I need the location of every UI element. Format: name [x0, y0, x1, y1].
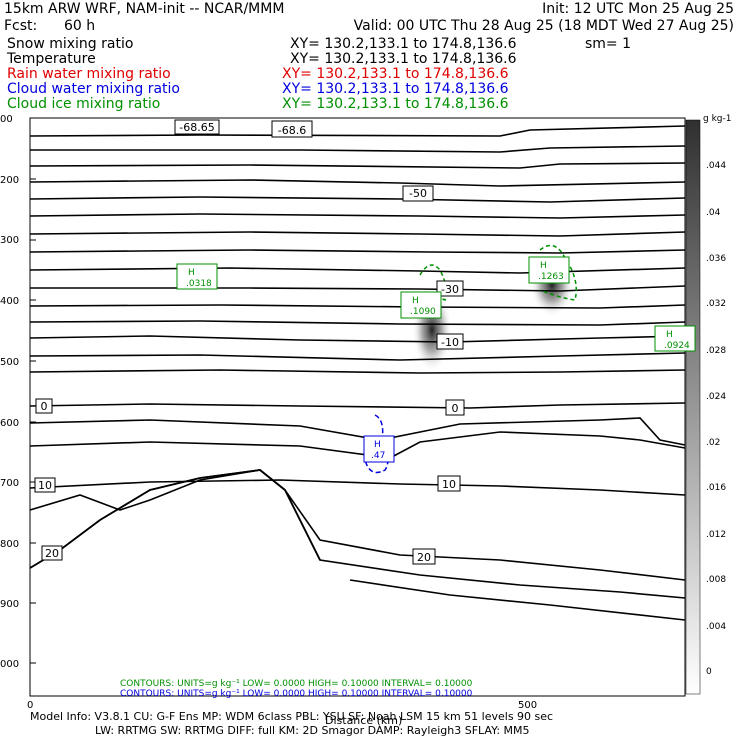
isotherm-label-box [41, 545, 63, 561]
high-value: .0318 [186, 279, 212, 289]
field-name-rain: Rain water mixing ratio [7, 66, 171, 82]
fcst-value: 60 h [64, 18, 95, 34]
isotherm-label-box [436, 333, 464, 350]
contour-info-water: CONTOURS: UNITS=g kg⁻¹ LOW= 0.0000 HIGH=… [120, 689, 473, 699]
isotherm-label: 20 [417, 551, 431, 564]
isotherm-label-box [174, 119, 220, 135]
cbar-tick: .024 [706, 392, 726, 402]
field-name-cloudwater: Cloud water mixing ratio [7, 81, 180, 97]
isotherm-label-box [437, 475, 461, 492]
model-info-line1: Model Info: V3.8.1 CU: G-F Ens MP: WDM 6… [30, 710, 553, 723]
y-tick: 200 [0, 175, 19, 186]
cbar-tick: .036 [706, 254, 726, 264]
isotherm-label-box [436, 280, 464, 297]
isotherm-label: -68.6 [278, 124, 306, 137]
init-time: Init: 12 UTC Mon 25 Aug 25 [542, 1, 734, 17]
y-tick: 500 [0, 357, 19, 368]
x-axis-label: Distance (km) [325, 714, 402, 727]
y-tick: 800 [0, 539, 19, 550]
high-value: .47 [371, 451, 385, 461]
high-box [400, 291, 442, 319]
isotherms [29, 125, 686, 621]
y-tick: 300 [0, 235, 19, 246]
y-tick: 900 [0, 599, 19, 610]
high-letter: H [540, 261, 547, 271]
cloud-ice-contour-2 [539, 244, 577, 301]
isotherm-label: 0 [452, 402, 459, 415]
y-tick: 700 [0, 478, 19, 489]
isotherm-label: 20 [45, 547, 59, 560]
isotherm-label: 0 [41, 400, 48, 413]
high-value: .1090 [410, 307, 436, 317]
y-tick: 400 [0, 296, 19, 307]
terrain-outline [29, 469, 321, 569]
cbar-tick: .016 [706, 483, 726, 493]
field-xy-temp: XY= 130.2,133.1 to 174.8,136.6 [290, 51, 517, 67]
high-box [176, 263, 218, 290]
cbar-tick: .028 [706, 346, 726, 356]
high-box [528, 256, 570, 284]
y-tick: 000 [0, 659, 19, 670]
cbar-tick: 0 [706, 667, 712, 677]
fcst-label: Fcst: [4, 18, 37, 34]
cbar-tick: .032 [706, 299, 726, 309]
isotherm-label-box [412, 548, 436, 565]
field-xy-cloudwater: XY= 130.2,133.1 to 174.8,136.6 [282, 81, 509, 97]
model-title: 15km ARW WRF, NAM-init -- NCAR/MMM [4, 1, 284, 17]
highs: H .0318 H .1263 H .1090 H .0924 H .47 [176, 256, 696, 463]
field-name-cloudice: Cloud ice mixing ratio [7, 96, 160, 112]
high-letter: H [188, 268, 195, 278]
isotherm-label: -50 [409, 187, 427, 200]
cbar-tick: .008 [706, 575, 726, 585]
isotherm-label: -30 [441, 283, 459, 296]
field-name-snow: Snow mixing ratio [7, 36, 133, 52]
field-xy-snow: XY= 130.2,133.1 to 174.8,136.6 [290, 36, 517, 52]
y-axis: 00 200 300 400 500 600 700 800 900 000 [0, 114, 19, 670]
cloud-water-contour [364, 414, 389, 474]
cbar-tick: .004 [706, 622, 726, 632]
colorbar-unit: g kg-1 [703, 114, 731, 124]
isotherm-label: 10 [38, 479, 52, 492]
high-value: .1263 [538, 272, 564, 282]
high-letter: H [666, 330, 673, 340]
cbar-tick: .02 [706, 438, 720, 448]
isotherm-label: -10 [441, 336, 459, 349]
isotherm-label-box [34, 477, 56, 493]
isotherm-label-box [445, 399, 465, 416]
isotherm-label: -68.65 [179, 121, 214, 134]
x-tick: 500 [518, 700, 537, 711]
field-xy-cloudice: XY= 130.2,133.1 to 174.8,136.6 [282, 96, 509, 112]
isotherm-label-box [402, 185, 434, 202]
colorbar [685, 119, 701, 695]
field-name-temp: Temperature [6, 51, 96, 67]
x-tick: 0 [27, 700, 33, 711]
field-extra-snow: sm= 1 [585, 36, 631, 52]
high-box [654, 325, 696, 352]
model-info-line2: LW: RRTMG SW: RRTMG DIFF: full KM: 2D Sm… [95, 724, 530, 737]
cbar-tick: .044 [706, 161, 726, 171]
high-box [363, 435, 395, 463]
high-value: .0924 [664, 341, 690, 351]
valid-time: Valid: 00 UTC Thu 28 Aug 25 (18 MDT Wed … [354, 18, 734, 34]
high-letter: H [374, 440, 381, 450]
contour-info-ice: CONTOURS: UNITS=g kg⁻¹ LOW= 0.0000 HIGH=… [120, 679, 473, 689]
cbar-tick: .04 [706, 208, 721, 218]
isotherm-label-box [271, 120, 313, 138]
high-letter: H [412, 296, 419, 306]
y-tick: 600 [0, 418, 19, 429]
isotherm-label-box [35, 398, 53, 414]
cbar-tick: .012 [706, 530, 726, 540]
colorbar-ticks: 0 .004 .008 .012 .016 .02 .024 .028 .032… [706, 161, 726, 677]
isotherm-label: 10 [442, 478, 456, 491]
y-tick: 00 [0, 114, 13, 125]
field-xy-rain: XY= 130.2,133.1 to 174.8,136.6 [282, 66, 509, 82]
